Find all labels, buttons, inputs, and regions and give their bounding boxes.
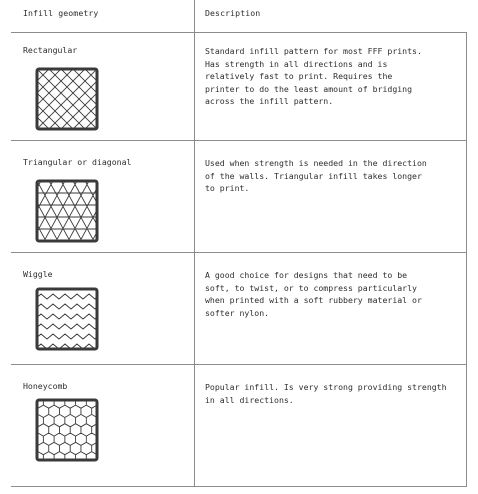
wiggle-infill-icon xyxy=(35,287,99,351)
table-bottom-border xyxy=(11,486,467,487)
honeycomb-cells xyxy=(37,400,97,460)
header-divider xyxy=(11,32,467,33)
triangular-infill-icon xyxy=(35,179,99,243)
row-description-rectangular: Standard infill pattern for most FFF pri… xyxy=(205,46,422,106)
row-title-wiggle: Wiggle xyxy=(23,269,53,279)
row-divider xyxy=(11,140,467,141)
header-description: Description xyxy=(205,8,261,18)
header-infill-geometry: Infill geometry xyxy=(23,8,99,18)
row-title-rectangular: Rectangular xyxy=(23,45,78,55)
table-right-border xyxy=(466,32,467,487)
row-description-triangular: Used when strength is needed in the dire… xyxy=(205,158,427,193)
row-description-wiggle: A good choice for designs that need to b… xyxy=(205,270,422,318)
row-divider xyxy=(11,364,467,365)
honeycomb-infill-icon xyxy=(35,398,99,462)
row-divider xyxy=(11,252,467,253)
row-title-honeycomb: Honeycomb xyxy=(23,381,68,391)
row-title-triangular: Triangular or diagonal xyxy=(23,157,132,167)
rectangular-infill-icon xyxy=(35,67,99,131)
column-divider xyxy=(194,0,195,487)
infill-table: Infill geometry Description Rectangular … xyxy=(11,0,467,487)
row-description-honeycomb: Popular infill. Is very strong providing… xyxy=(205,382,447,405)
